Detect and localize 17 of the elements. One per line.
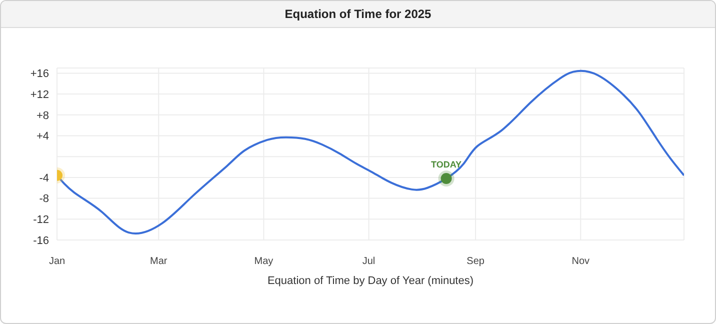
x-tick-label: May bbox=[254, 256, 274, 268]
y-tick-label: +8 bbox=[36, 110, 49, 122]
y-tick-label: -12 bbox=[33, 214, 49, 226]
y-tick-label: -8 bbox=[39, 193, 49, 206]
x-axis-title: Equation of Time by Day of Year (minutes) bbox=[267, 275, 474, 287]
chart-title: Equation of Time for 2025 bbox=[1, 1, 715, 28]
y-tick-label: +4 bbox=[36, 130, 49, 143]
x-tick-label: Mar bbox=[150, 256, 168, 268]
x-tick-label: Jan bbox=[48, 256, 66, 268]
x-tick-label: Jul bbox=[362, 256, 376, 268]
annotation: TODAY bbox=[431, 159, 462, 170]
y-tick-label: +12 bbox=[30, 88, 49, 101]
y-tick-label: -16 bbox=[33, 234, 49, 247]
y-tick-label: +16 bbox=[30, 68, 49, 80]
x-tick-label: Sep bbox=[466, 256, 485, 268]
x-tick-label: Nov bbox=[572, 256, 590, 268]
y-tick-label: -4 bbox=[39, 172, 49, 184]
